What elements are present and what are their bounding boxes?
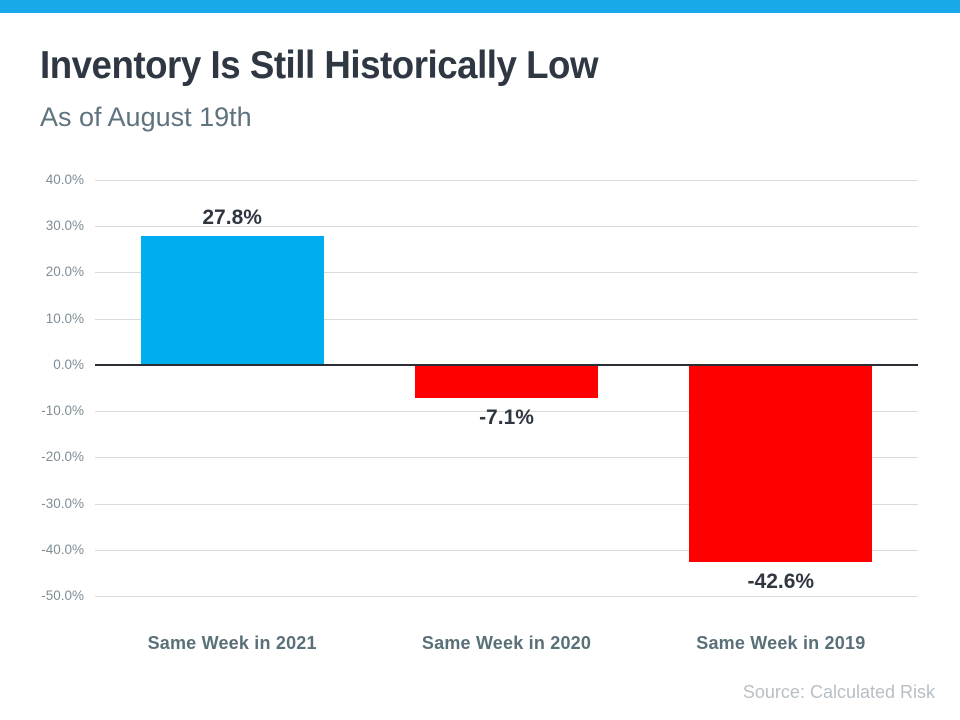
y-axis-tick-label: 40.0% xyxy=(45,172,84,187)
y-axis-tick-label: 30.0% xyxy=(45,218,84,234)
gridline xyxy=(95,411,918,413)
gridline xyxy=(95,549,918,551)
y-axis-tick-label: -50.0% xyxy=(41,588,84,603)
accent-bar xyxy=(0,0,960,13)
y-axis-tick-label: -40.0% xyxy=(41,541,84,557)
inventory-bar-chart: 40.0% 30.0% 20.0% 10.0% 0.0% -10.0% -20.0% -30.… xyxy=(0,150,960,670)
y-axis-tick-label: -20.0% xyxy=(41,449,84,465)
gridline xyxy=(95,503,918,505)
x-axis-label-same-week-in-2019: Same Week in 2019 xyxy=(696,633,866,653)
y-axis-tick-label: 0.0% xyxy=(53,356,84,372)
zero-axis-line xyxy=(95,363,918,366)
gridline xyxy=(95,318,918,320)
page-title: Inventory Is Still Historically Low xyxy=(40,44,599,87)
gridline xyxy=(95,226,918,228)
bar-same-week-in-2020 xyxy=(415,364,598,398)
bar-value-label: -42.6% xyxy=(747,569,815,593)
gridline xyxy=(95,272,918,274)
bar-value-label: 27.8% xyxy=(202,206,262,230)
x-axis-label-same-week-in-2021: Same Week in 2021 xyxy=(147,633,317,653)
bar-same-week-in-2019 xyxy=(689,364,873,562)
gridline xyxy=(95,596,918,597)
x-axis-label-same-week-in-2020: Same Week in 2020 xyxy=(421,633,592,653)
gridline xyxy=(95,180,918,181)
source-caption: Source: Calculated Risk xyxy=(742,682,935,702)
gridline xyxy=(95,457,918,459)
y-axis-tick-label: -10.0% xyxy=(41,403,84,419)
y-axis-tick-label: -30.0% xyxy=(41,495,84,511)
y-axis-tick-label: 20.0% xyxy=(45,264,84,280)
bar-value-label: -7.1% xyxy=(479,405,534,429)
page-subtitle: As of August 19th xyxy=(40,102,252,132)
bar-same-week-in-2021 xyxy=(140,236,324,365)
y-axis-tick-label: 10.0% xyxy=(45,310,84,326)
